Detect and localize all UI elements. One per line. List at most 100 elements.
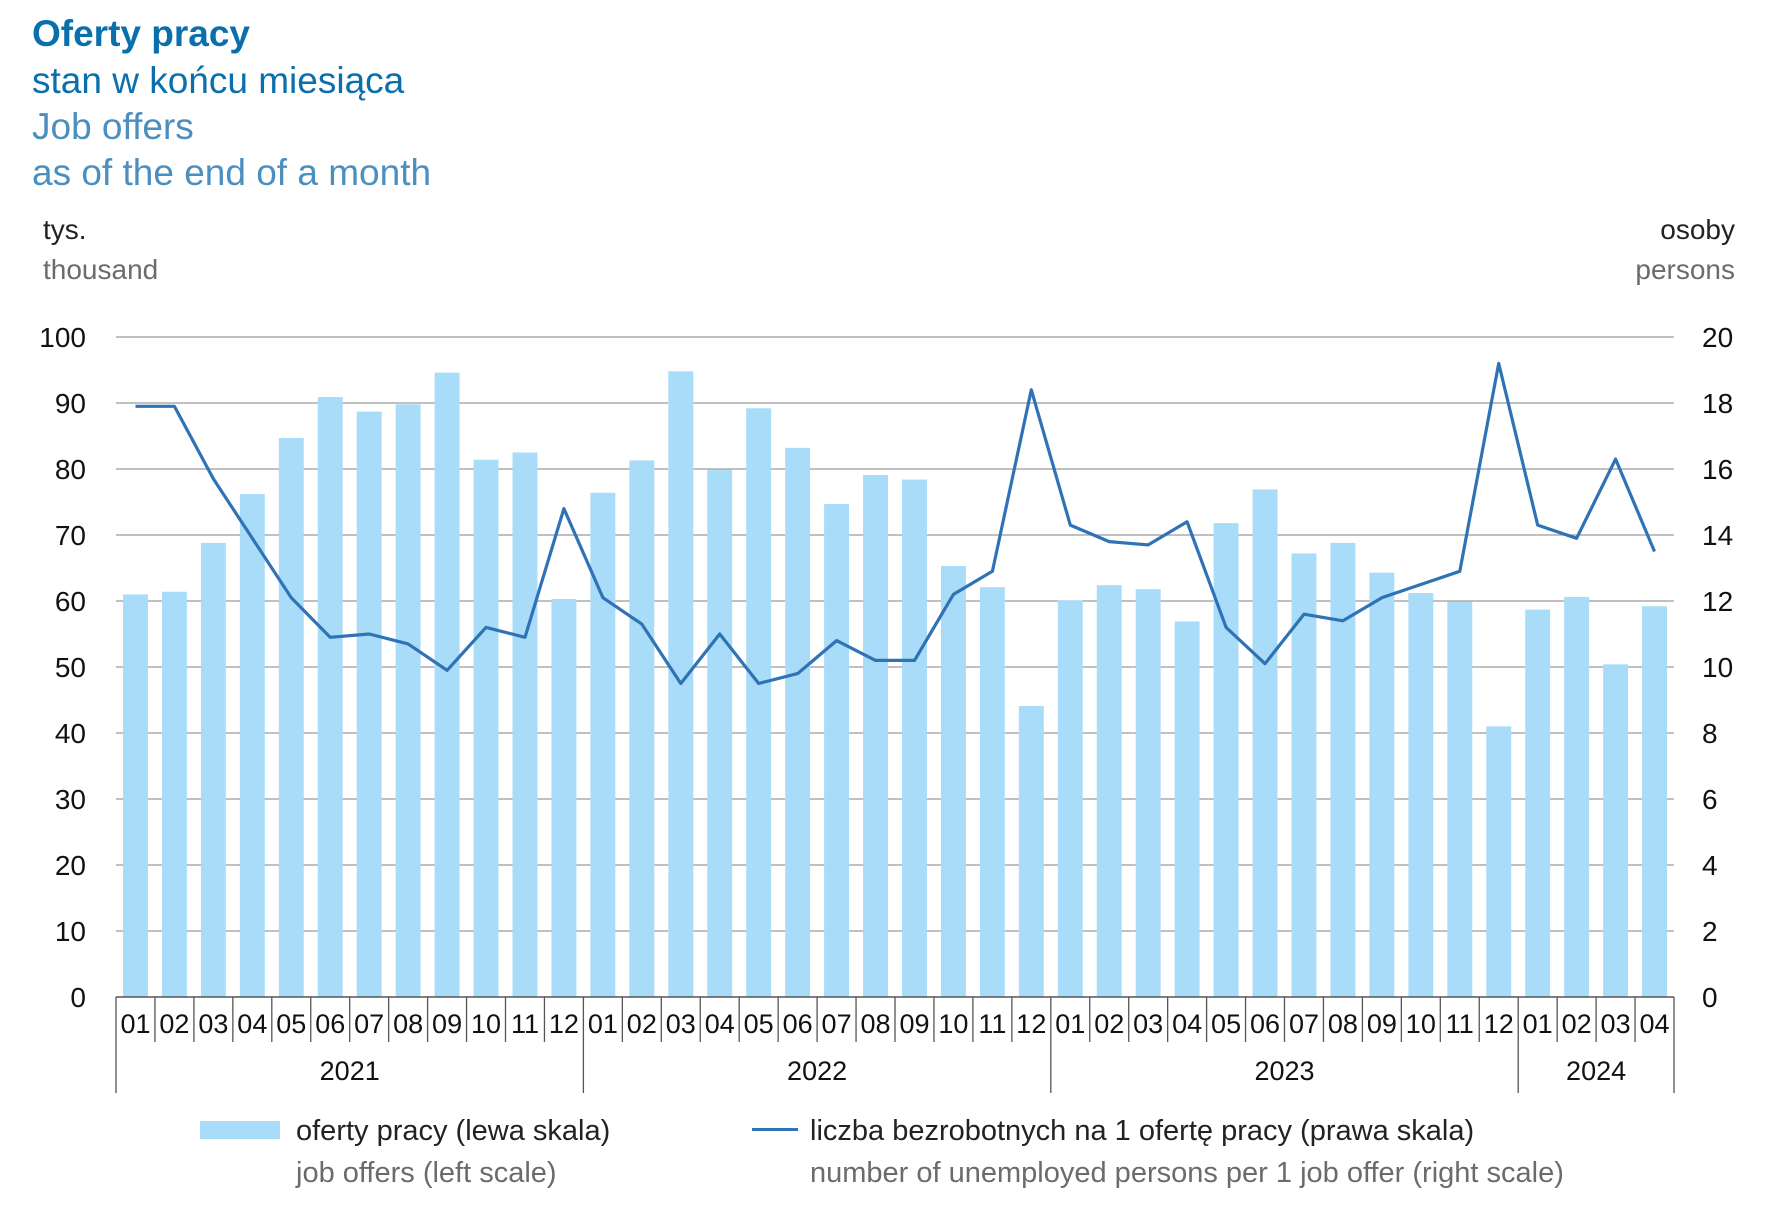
right-unit-pl: osoby [1660,214,1735,245]
bar [590,492,616,997]
left-tick-label: 50 [55,652,86,683]
year-label: 2022 [787,1056,847,1086]
month-label: 10 [471,1009,501,1039]
month-label: 03 [1601,1009,1631,1039]
left-unit-en: thousand [43,254,159,285]
month-label: 01 [588,1009,618,1039]
bar [1408,593,1434,997]
legend-bar-label-pl: oferty pracy (lewa skala) [296,1115,611,1147]
month-label: 12 [1484,1009,1514,1039]
bar [1486,726,1512,997]
bar [1096,585,1122,997]
bar [902,479,927,997]
right-axis-unit: osoby persons [1635,210,1735,290]
month-label: 01 [1523,1009,1553,1039]
right-tick-label: 6 [1702,784,1718,815]
legend-line-label-pl: liczba bezrobotnych na 1 ofertę pracy (p… [810,1115,1475,1147]
left-tick-label: 60 [55,586,86,617]
left-tick-label: 90 [55,388,86,419]
month-label: 04 [1172,1009,1202,1039]
right-tick-label: 18 [1702,388,1733,419]
bar [551,599,577,997]
month-label: 01 [120,1009,150,1039]
bar [434,372,460,997]
legend-line-swatch [752,1128,798,1131]
bar [239,494,265,997]
bar [473,459,499,997]
bar [940,566,966,997]
month-label: 02 [1094,1009,1124,1039]
right-unit-en: persons [1635,254,1735,285]
right-tick-label: 10 [1702,652,1733,683]
left-tick-label: 80 [55,454,86,485]
bar [161,591,187,997]
bar [512,452,538,997]
month-label: 10 [1406,1009,1436,1039]
bar [200,542,226,997]
chart-title-en: Job offers [32,106,194,147]
bar [1603,664,1629,997]
right-tick-label: 20 [1702,322,1733,353]
bar [1447,601,1473,997]
legend-bar-entry: oferty pracy (lewa skala) job offers (le… [296,1110,610,1194]
right-tick-label: 8 [1702,718,1718,749]
chart-subtitle-pl: stan w końcu miesiąca [32,60,405,101]
bar [317,397,343,997]
month-label: 07 [1289,1009,1319,1039]
bar [824,503,850,997]
month-label: 06 [1250,1009,1280,1039]
month-label: 12 [1016,1009,1046,1039]
month-label: 05 [1211,1009,1241,1039]
chart-title-pl: Oferty pracy [32,13,250,54]
chart-subtitle-en: as of the end of a month [32,152,432,193]
month-label: 11 [1446,1009,1474,1039]
bar [395,404,421,997]
month-label: 02 [1562,1009,1592,1039]
bar [863,474,888,997]
bar [356,411,382,998]
legend-line-label-en: number of unemployed persons per 1 job o… [810,1157,1564,1189]
left-tick-label: 40 [55,718,86,749]
month-label: 09 [432,1009,462,1039]
month-label: 08 [1328,1009,1358,1039]
bar [1369,572,1395,997]
bar [278,437,304,998]
bar [707,469,733,997]
month-label: 04 [705,1009,735,1039]
month-label: 09 [1367,1009,1397,1039]
year-label: 2024 [1566,1056,1626,1086]
bar [1564,597,1590,997]
bar [1642,606,1667,997]
month-label: 11 [511,1009,539,1039]
bar [1057,600,1083,997]
legend-line-entry: liczba bezrobotnych na 1 ofertę pracy (p… [810,1110,1564,1194]
month-label: 02 [627,1009,657,1039]
month-label: 12 [549,1009,579,1039]
bar [629,460,655,997]
month-label: 04 [1640,1009,1670,1039]
bar [1291,553,1317,997]
left-unit-pl: tys. [43,214,87,245]
month-label: 01 [1055,1009,1085,1039]
month-label: 10 [938,1009,968,1039]
month-label: 08 [861,1009,891,1039]
right-tick-label: 12 [1702,586,1733,617]
month-label: 06 [315,1009,345,1039]
month-label: 07 [822,1009,852,1039]
right-tick-label: 0 [1702,982,1718,1013]
month-label: 07 [354,1009,384,1039]
bar [979,587,1005,997]
bar [123,594,148,997]
month-label: 06 [783,1009,813,1039]
bar [1135,589,1161,997]
left-tick-label: 70 [55,520,86,551]
month-label: 05 [276,1009,306,1039]
left-axis-unit: tys. thousand [43,210,158,290]
month-label: 09 [899,1009,929,1039]
left-tick-label: 0 [70,982,86,1013]
bar [1330,542,1356,997]
legend-bar-swatch [200,1121,280,1139]
title-block: Oferty pracy stan w końcu miesiąca Job o… [32,10,431,196]
right-tick-label: 4 [1702,850,1718,881]
